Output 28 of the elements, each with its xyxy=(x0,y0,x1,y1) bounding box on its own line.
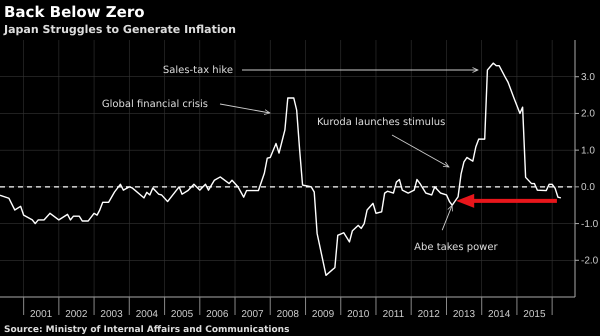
y-tick-label: 1.0 xyxy=(581,145,596,156)
x-tick-label: 2011 xyxy=(382,309,405,320)
x-tick-label: 2009 xyxy=(312,309,335,320)
y-tick-label: 3.0 xyxy=(581,72,596,83)
chart-title: Back Below Zero xyxy=(4,3,145,21)
x-tick-label: 2006 xyxy=(206,309,229,320)
source-note: Source: Ministry of Internal Affairs and Communications xyxy=(4,325,290,335)
annotation: Sales-tax hike xyxy=(162,65,233,76)
x-tick-label: 2010 xyxy=(347,309,370,320)
x-tick-label: 2002 xyxy=(65,309,88,320)
x-tick-label: 2005 xyxy=(170,309,194,320)
y-tick-label: 0.0 xyxy=(581,182,596,194)
y-tick-label: -1.0 xyxy=(581,218,599,230)
x-tick-label: 2001 xyxy=(30,309,53,320)
x-tick-label: 2007 xyxy=(241,309,264,320)
chart-subtitle: Japan Struggles to Generate Inflation xyxy=(3,23,236,36)
annotation: Abe takes power xyxy=(414,242,499,254)
x-tick-label: 2008 xyxy=(276,309,300,320)
y-tick-label: 2.0 xyxy=(581,108,596,120)
x-tick-label: 2004 xyxy=(136,309,158,320)
x-tick-label: 2003 xyxy=(100,309,124,320)
annotation: Global financial crisis xyxy=(102,99,208,110)
x-tick-label: 2013 xyxy=(452,309,476,320)
x-tick-label: 2015 xyxy=(523,309,546,320)
y-tick-label: -2.0 xyxy=(581,255,599,266)
x-tick-label: 2014 xyxy=(488,309,511,320)
annotation: Kuroda launches stimulus xyxy=(317,117,446,128)
x-tick-label: 2012 xyxy=(418,309,440,320)
